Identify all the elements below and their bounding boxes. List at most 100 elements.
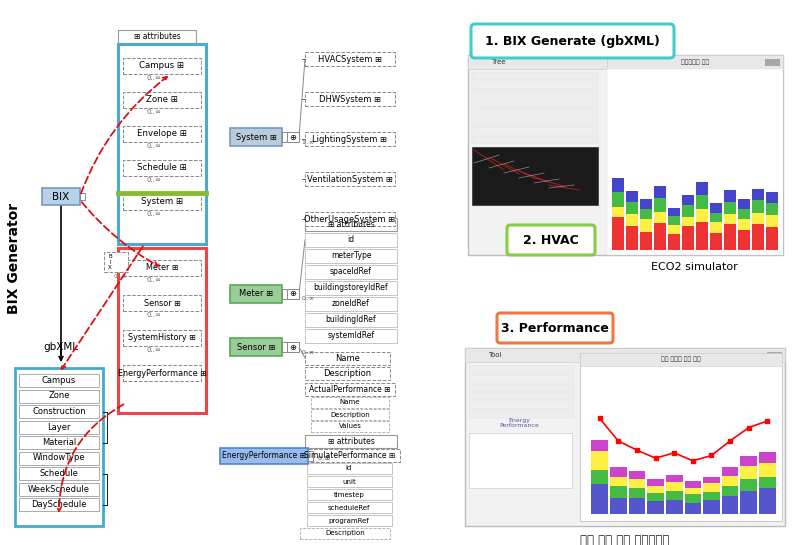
Text: 0..∞: 0..∞	[147, 347, 161, 353]
Bar	[305, 329, 397, 343]
Bar	[104, 252, 128, 272]
Bar	[123, 58, 201, 74]
FancyBboxPatch shape	[471, 24, 674, 58]
Text: 0..∞: 0..∞	[302, 296, 314, 301]
Text: EnergyPerformance ⊞: EnergyPerformance ⊞	[118, 368, 206, 378]
Text: 3. Performance: 3. Performance	[501, 322, 609, 335]
Text: Sensor ⊞: Sensor ⊞	[144, 299, 180, 307]
Bar	[230, 338, 282, 356]
Bar	[724, 214, 736, 225]
Bar	[703, 492, 720, 500]
Text: ActualPerformance ⊞: ActualPerformance ⊞	[309, 385, 391, 394]
Bar	[465, 348, 785, 526]
Bar	[752, 189, 764, 200]
Bar	[607, 55, 783, 69]
Text: unit: unit	[342, 479, 356, 485]
Bar	[123, 194, 201, 210]
Bar	[472, 73, 599, 80]
Bar	[710, 222, 722, 233]
Text: Description: Description	[323, 369, 372, 378]
Bar	[759, 463, 776, 476]
Bar	[682, 195, 694, 205]
Text: Name: Name	[335, 354, 360, 363]
Text: BIX Generator: BIX Generator	[7, 202, 21, 313]
Bar	[741, 490, 757, 514]
Bar	[770, 59, 774, 65]
Bar	[682, 205, 694, 217]
Bar	[580, 353, 782, 366]
Bar	[610, 467, 626, 476]
Bar	[766, 227, 778, 250]
Bar	[19, 482, 99, 495]
Bar	[696, 195, 707, 209]
Bar	[305, 313, 397, 327]
Bar	[765, 59, 769, 65]
Bar	[305, 435, 397, 448]
Bar	[472, 91, 599, 98]
Bar	[611, 217, 623, 250]
Bar	[741, 456, 757, 466]
Bar	[684, 502, 701, 514]
Bar	[752, 225, 764, 250]
Bar	[766, 215, 778, 227]
Bar	[738, 220, 750, 230]
Bar	[472, 118, 599, 125]
Bar	[465, 348, 785, 362]
Bar	[647, 486, 664, 493]
Bar	[752, 213, 764, 225]
Bar	[640, 232, 652, 250]
Text: spaceIdRef: spaceIdRef	[330, 268, 372, 276]
Text: 빌딩에너지 시뮬: 빌딩에너지 시뮬	[680, 59, 709, 65]
Bar	[626, 226, 638, 250]
Bar	[611, 207, 623, 217]
Bar	[282, 132, 287, 142]
Text: id: id	[348, 235, 355, 245]
Bar	[230, 128, 282, 146]
Bar	[696, 222, 707, 250]
Bar	[123, 295, 201, 311]
Text: HVACSystem ⊞: HVACSystem ⊞	[318, 54, 382, 64]
Bar	[722, 486, 738, 496]
Bar	[666, 475, 683, 482]
Text: ECO2 simulator: ECO2 simulator	[651, 262, 738, 272]
Text: zoneIdRef: zoneIdRef	[332, 300, 370, 308]
Bar	[710, 233, 722, 250]
Bar	[640, 209, 652, 220]
Text: 1. BIX Generate (gbXML): 1. BIX Generate (gbXML)	[485, 34, 660, 47]
Text: id: id	[346, 465, 353, 471]
Bar	[300, 449, 400, 462]
Bar	[653, 198, 665, 212]
Bar	[724, 202, 736, 214]
Text: 0..∞: 0..∞	[147, 177, 161, 183]
Text: 0..∞: 0..∞	[147, 312, 161, 318]
Bar	[767, 352, 771, 358]
Bar	[640, 199, 652, 209]
Bar	[592, 451, 608, 470]
Text: WeekSchedule: WeekSchedule	[28, 485, 90, 494]
Bar	[472, 127, 599, 134]
Bar	[738, 199, 750, 209]
Bar	[703, 476, 720, 483]
Bar	[724, 191, 736, 202]
Bar	[118, 30, 196, 43]
Bar	[305, 233, 397, 247]
Bar	[684, 494, 701, 502]
Bar	[311, 421, 389, 432]
Bar	[305, 218, 397, 231]
Bar	[472, 147, 599, 205]
Text: buildingIdRef: buildingIdRef	[326, 316, 376, 324]
Bar	[307, 463, 392, 474]
Bar	[19, 451, 99, 464]
Bar	[469, 402, 574, 409]
Bar	[682, 226, 694, 250]
Bar	[759, 476, 776, 488]
Text: 0...∞: 0...∞	[114, 274, 127, 278]
Bar	[752, 200, 764, 213]
Bar	[468, 55, 783, 69]
Text: Tree: Tree	[491, 59, 505, 65]
Bar	[311, 397, 389, 408]
Bar	[741, 466, 757, 479]
Text: WindowType: WindowType	[33, 453, 85, 463]
Text: SimulatePerformance ⊞: SimulatePerformance ⊞	[304, 451, 395, 460]
Bar	[472, 82, 599, 89]
